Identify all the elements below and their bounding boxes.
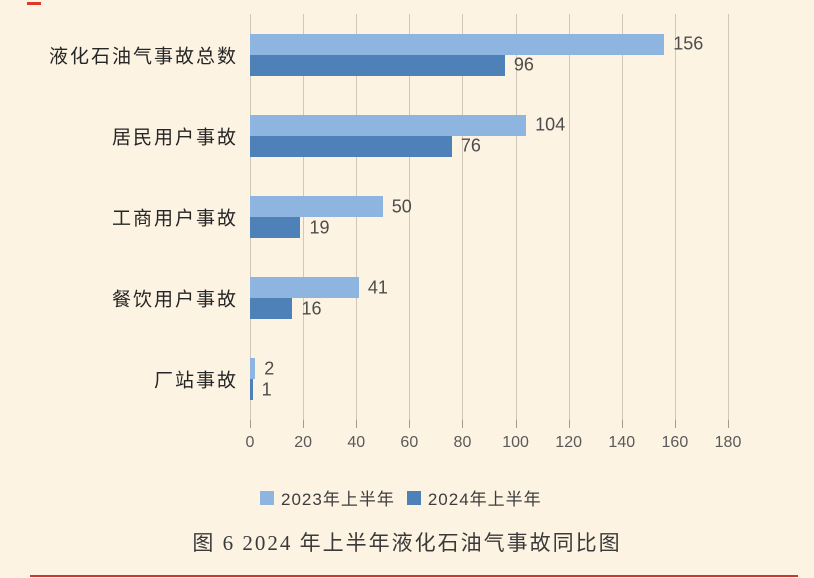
legend-swatch-icon [406, 490, 421, 505]
value-label: 156 [673, 33, 704, 54]
x-axis-tick-180 [728, 420, 729, 428]
x-axis-tick-60 [409, 420, 411, 428]
category-label: 餐饮用户事故 [111, 289, 238, 311]
gridline-x-140 [621, 14, 623, 420]
category-label: 厂站事故 [153, 370, 238, 392]
value-label: 104 [535, 114, 566, 135]
x-axis-tick-label-180: 180 [714, 434, 742, 451]
gridline-x-60 [409, 14, 411, 420]
x-axis-tick-160 [674, 420, 676, 428]
legend-label: 2024年上半年 [427, 490, 542, 509]
value-label: 41 [367, 277, 388, 298]
value-label: 16 [301, 298, 322, 319]
x-axis-tick-40 [356, 420, 358, 428]
lpg-accidents-bar-chart: 0 20 40 60 80 100 120 140 160 180 液化石油气事故总数 156 96 居民… [48, 14, 742, 510]
gridline-x-20 [303, 14, 305, 420]
category-label: 工商用户事故 [111, 208, 238, 230]
legend-item-2024年上半年: 2024年上半年 [406, 485, 542, 510]
value-label: 50 [391, 196, 412, 216]
x-axis-tick-label-100: 100 [502, 434, 529, 451]
value-label: 1 [261, 379, 272, 400]
legend-item-2023年上半年: 2023年上半年 [260, 485, 395, 510]
value-label: 2 [264, 358, 275, 379]
gridline-x-100 [515, 14, 517, 420]
bar-2023年上半年-餐饮用户事故 [250, 277, 359, 299]
x-axis-tick-label-160: 160 [661, 434, 689, 451]
bar-2024年上半年-厂站事故 [250, 379, 253, 401]
x-axis-tick-20 [303, 420, 305, 428]
x-axis-tick-label-140: 140 [608, 434, 636, 451]
x-axis-tick-120 [568, 420, 570, 428]
bar-2023年上半年-居民用户事故 [250, 114, 527, 136]
x-axis-tick-label-20: 20 [294, 434, 313, 451]
category-label: 居民用户事故 [111, 127, 238, 149]
value-label: 76 [460, 135, 481, 156]
legend-label: 2023年上半年 [281, 490, 395, 509]
gridline-x-40 [356, 14, 358, 420]
x-axis-tick-label-60: 60 [400, 434, 419, 451]
bar-2023年上半年-工商用户事故 [250, 196, 383, 217]
bar-2024年上半年-工商用户事故 [250, 217, 301, 238]
x-axis-tick-140 [621, 420, 623, 428]
legend-swatch-icon [260, 490, 274, 505]
bar-2024年上半年-居民用户事故 [250, 135, 452, 157]
gridline-x-180 [728, 14, 729, 420]
category-label: 液化石油气事故总数 [48, 46, 238, 68]
value-label: 19 [309, 217, 330, 237]
x-axis-tick-80 [462, 420, 464, 428]
x-axis-tick-label-40: 40 [347, 434, 366, 451]
gridline-x-120 [568, 14, 570, 420]
bar-2024年上半年-液化石油气事故总数 [250, 54, 505, 76]
x-axis-tick-label-120: 120 [555, 434, 583, 451]
x-axis-tick-label-0: 0 [245, 434, 255, 451]
value-label: 96 [513, 54, 534, 75]
bar-2023年上半年-厂站事故 [250, 358, 256, 380]
x-axis-tick-label-80: 80 [453, 434, 472, 451]
bar-2024年上半年-餐饮用户事故 [250, 298, 293, 320]
x-axis-tick-100 [515, 420, 517, 428]
figure-caption: 图 6 2024 年上半年液化石油气事故同比图 [192, 531, 622, 555]
gridline-x-80 [462, 14, 464, 420]
page-border-bottom-line [30, 575, 798, 577]
chart-legend: 2023年上半年 2024年上半年 [260, 485, 542, 510]
gridline-x-160 [674, 14, 676, 420]
x-axis-tick-0 [250, 420, 251, 428]
page-border-top-mark [27, 2, 41, 5]
bar-2023年上半年-液化石油气事故总数 [250, 33, 665, 55]
